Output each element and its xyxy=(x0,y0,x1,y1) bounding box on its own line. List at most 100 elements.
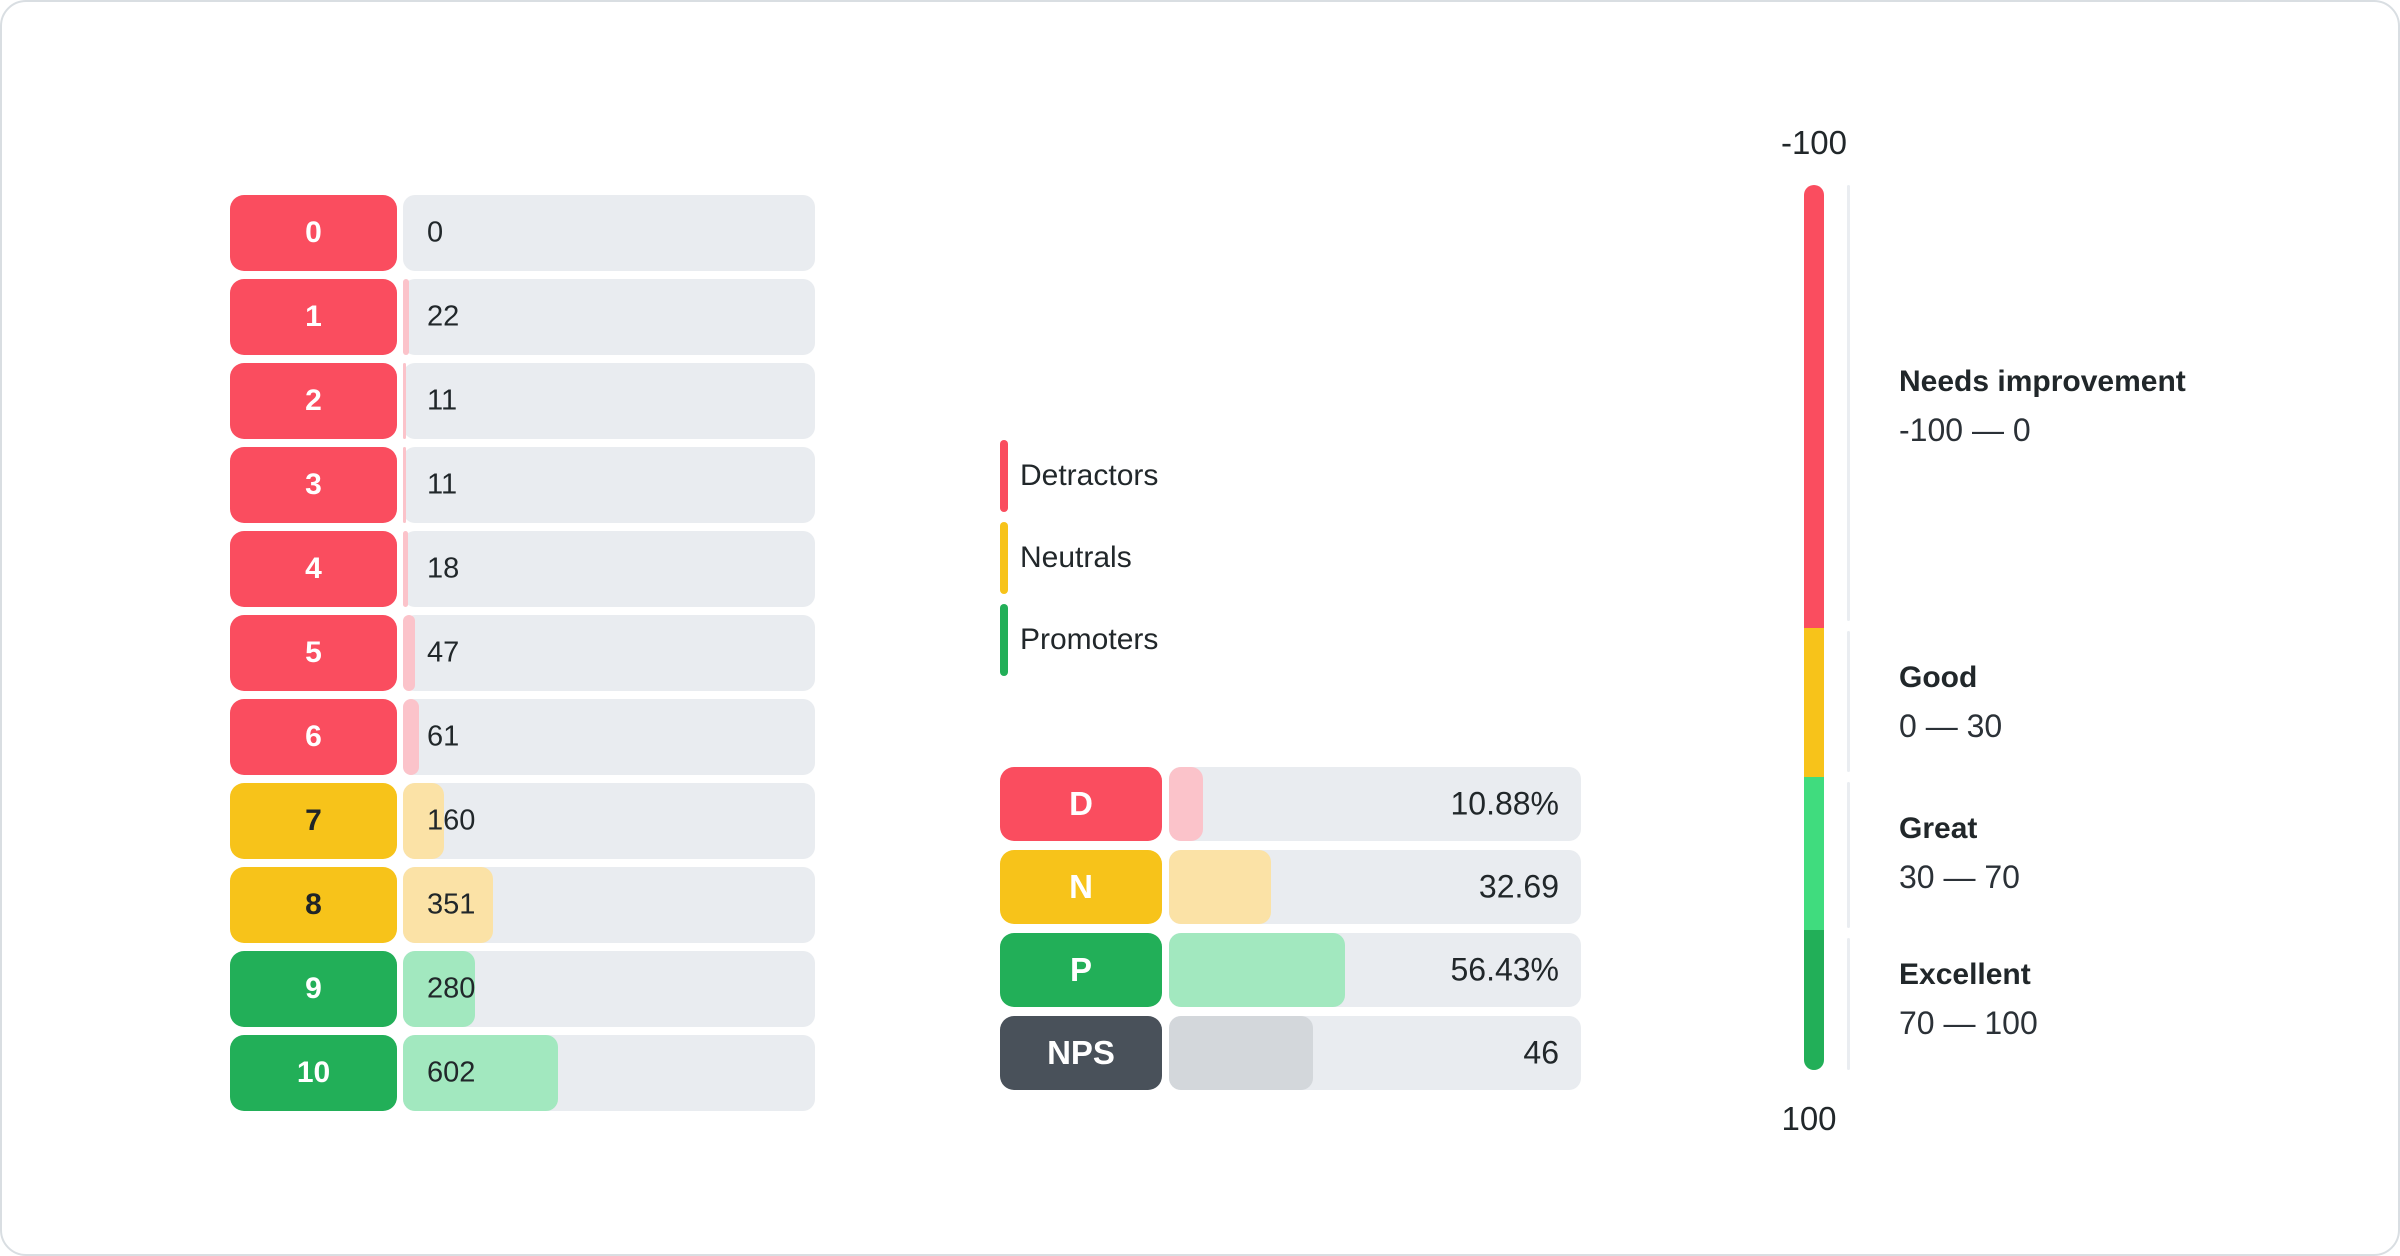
summary-label-pill: N xyxy=(1000,850,1162,924)
zone-good: Good 0 — 30 xyxy=(1899,661,2002,745)
gauge-segment-needs-improvement xyxy=(1804,185,1824,629)
zone-range: 0 — 30 xyxy=(1899,707,2003,744)
score-label-pill: 0 xyxy=(230,195,397,271)
legend-label: Promoters xyxy=(1020,623,1159,656)
score-track: 61 xyxy=(403,699,815,775)
summary-track: 46 xyxy=(1169,1016,1581,1090)
score-fill-bar xyxy=(403,951,476,1027)
legend-item-detractors: Detractors xyxy=(1000,440,1158,512)
score-value: 22 xyxy=(427,300,460,333)
score-fill-bar xyxy=(403,447,406,523)
score-value: 602 xyxy=(427,1056,476,1089)
zone-needs-improvement: Needs improvement -100 — 0 xyxy=(1899,365,2186,449)
score-fill-bar xyxy=(403,363,406,439)
summary-track: 56.43% xyxy=(1169,933,1581,1007)
score-track: 22 xyxy=(403,279,815,355)
summary-fill-bar xyxy=(1169,933,1346,1007)
legend-label: Neutrals xyxy=(1020,541,1132,574)
gauge-segment-great xyxy=(1804,777,1824,931)
gauge-segment-excellent xyxy=(1804,930,1824,1070)
score-label-pill: 2 xyxy=(230,363,397,439)
summary-row-neutrals: N 32.69 xyxy=(1000,850,1581,924)
score-value: 160 xyxy=(427,804,476,837)
score-row: 8 351 xyxy=(230,867,815,943)
summary-row-detractors: D 10.88% xyxy=(1000,767,1581,841)
score-label-pill: 10 xyxy=(230,1035,397,1111)
legend-label: Detractors xyxy=(1020,459,1159,492)
gauge-zone-labels: Needs improvement -100 — 0 Good 0 — 30 G… xyxy=(1899,185,2339,1070)
score-track: 160 xyxy=(403,783,815,859)
score-track: 18 xyxy=(403,531,815,607)
gauge-segment-good xyxy=(1804,628,1824,778)
zone-name: Great xyxy=(1899,811,1978,845)
score-fill-bar xyxy=(403,783,445,859)
score-row: 3 11 xyxy=(230,447,815,523)
zone-great: Great 30 — 70 xyxy=(1899,812,2020,896)
summary-value: 46 xyxy=(1523,1034,1559,1071)
promoters-legend-swatch xyxy=(1000,604,1008,676)
summary-row-nps: NPS 46 xyxy=(1000,1016,1581,1090)
score-track: 0 xyxy=(403,195,815,271)
score-label-pill: 4 xyxy=(230,531,397,607)
zone-excellent: Excellent 70 — 100 xyxy=(1899,958,2038,1042)
score-track: 11 xyxy=(403,363,815,439)
zone-range: 70 — 100 xyxy=(1899,1005,2038,1042)
zone-name: Excellent xyxy=(1899,958,2031,992)
summary-track: 10.88% xyxy=(1169,767,1581,841)
score-track: 351 xyxy=(403,867,815,943)
score-value: 47 xyxy=(427,636,460,669)
summary-fill-bar xyxy=(1169,850,1272,924)
score-label-pill: 7 xyxy=(230,783,397,859)
score-track: 602 xyxy=(403,1035,815,1111)
gauge-axis-line-segment xyxy=(1847,782,1850,928)
score-track: 47 xyxy=(403,615,815,691)
score-value: 61 xyxy=(427,720,460,753)
summary-fill-bar xyxy=(1169,1016,1313,1090)
legend: Detractors Neutrals Promoters xyxy=(1000,440,1158,686)
gauge-min-label: -100 xyxy=(1780,124,1848,161)
score-value: 18 xyxy=(427,552,460,585)
summary-value: 10.88% xyxy=(1450,785,1559,822)
nps-summary-chart: D 10.88% N 32.69 P 56.43% NPS 46 xyxy=(1000,767,1581,1099)
score-label-pill: 1 xyxy=(230,279,397,355)
score-row: 0 0 xyxy=(230,195,815,271)
summary-label-pill: P xyxy=(1000,933,1162,1007)
score-value: 11 xyxy=(427,468,458,501)
score-label-pill: 8 xyxy=(230,867,397,943)
summary-value: 56.43% xyxy=(1450,951,1559,988)
zone-range: -100 — 0 xyxy=(1899,411,2031,448)
score-row: 10 602 xyxy=(230,1035,815,1111)
score-track: 280 xyxy=(403,951,815,1027)
summary-label-pill: NPS xyxy=(1000,1016,1162,1090)
score-row: 6 61 xyxy=(230,699,815,775)
score-label-pill: 5 xyxy=(230,615,397,691)
score-fill-bar xyxy=(403,867,494,943)
score-label-pill: 6 xyxy=(230,699,397,775)
score-row: 9 280 xyxy=(230,951,815,1027)
neutrals-legend-swatch xyxy=(1000,522,1008,594)
score-row: 7 160 xyxy=(230,783,815,859)
score-label-pill: 9 xyxy=(230,951,397,1027)
summary-fill-bar xyxy=(1169,767,1203,841)
score-fill-bar xyxy=(403,531,408,607)
score-value: 0 xyxy=(427,216,444,249)
score-fill-bar xyxy=(403,615,416,691)
summary-track: 32.69 xyxy=(1169,850,1581,924)
gauge-max-label: 100 xyxy=(1781,1100,1837,1137)
score-row: 4 18 xyxy=(230,531,815,607)
summary-label-pill: D xyxy=(1000,767,1162,841)
zone-name: Good xyxy=(1899,660,1978,694)
score-row: 2 11 xyxy=(230,363,815,439)
score-distribution-chart: 0 0 1 22 2 11 3 11 xyxy=(230,195,815,1119)
gauge-axis-line-segment xyxy=(1847,185,1850,621)
score-value: 11 xyxy=(427,384,458,417)
summary-row-promoters: P 56.43% xyxy=(1000,933,1581,1007)
score-row: 1 22 xyxy=(230,279,815,355)
detractors-legend-swatch xyxy=(1000,440,1008,512)
score-fill-bar xyxy=(403,279,409,355)
gauge-axis-line-segment xyxy=(1847,630,1850,773)
gauge-bar xyxy=(1804,185,1824,1070)
score-value: 280 xyxy=(427,972,476,1005)
gauge-axis-line xyxy=(1847,185,1850,1070)
